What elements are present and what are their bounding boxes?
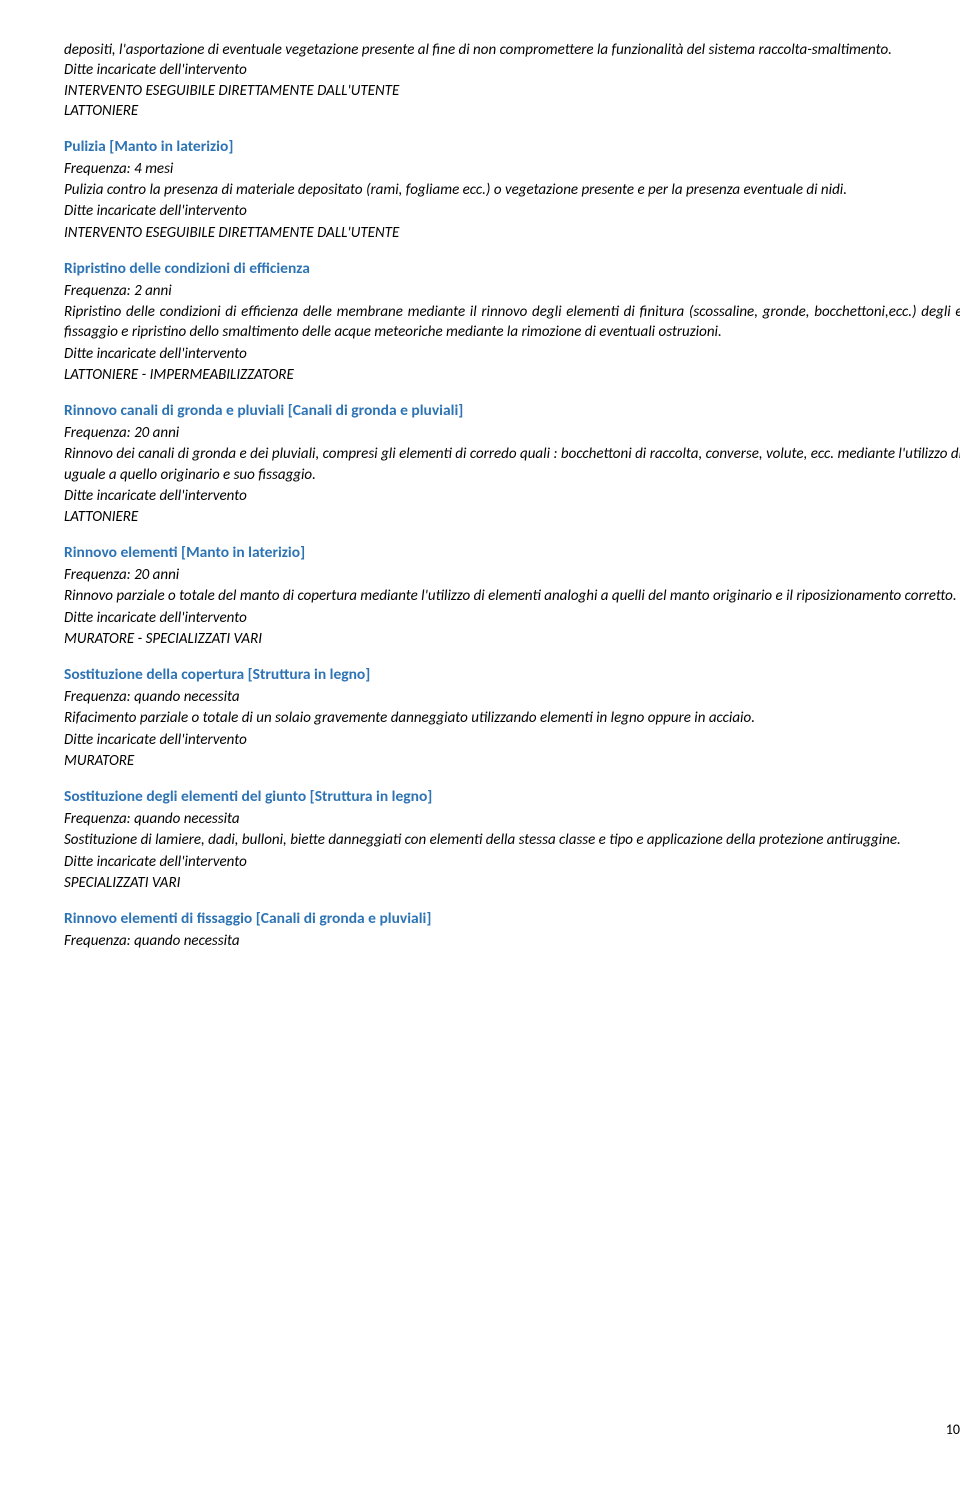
ditte-label: Ditte incaricate dell'intervento xyxy=(64,608,960,628)
ditte-value: LATTONIERE xyxy=(64,101,960,121)
section-frequency: Frequenza: quando necessita xyxy=(64,687,960,707)
ditte-label: Ditte incaricate dell'intervento xyxy=(64,486,960,506)
section-description: Pulizia contro la presenza di materiale … xyxy=(64,180,960,200)
top-paragraph: depositi, l'asportazione di eventuale ve… xyxy=(64,40,960,60)
ditte-value: LATTONIERE - IMPERMEABILIZZATORE xyxy=(64,365,960,385)
section-frequency: Frequenza: 20 anni xyxy=(64,423,960,443)
section-description: Rifacimento parziale o totale di un sola… xyxy=(64,708,960,728)
section-title: Pulizia [Manto in laterizio] xyxy=(64,137,960,158)
ditte-label: Ditte incaricate dell'intervento xyxy=(64,852,960,872)
section-title: Ripristino delle condizioni di efficienz… xyxy=(64,259,960,280)
intervento-line: INTERVENTO ESEGUIBILE DIRETTAMENTE DALL'… xyxy=(64,81,960,101)
section-frequency: Frequenza: 20 anni xyxy=(64,565,960,585)
section-title: Rinnovo canali di gronda e pluviali [Can… xyxy=(64,401,960,422)
section-frequency: Frequenza: 4 mesi xyxy=(64,159,960,179)
ditte-label: Ditte incaricate dell'intervento xyxy=(64,60,960,80)
ditte-label: Ditte incaricate dell'intervento xyxy=(64,344,960,364)
ditte-value: MURATORE xyxy=(64,751,960,771)
ditte-label: Ditte incaricate dell'intervento xyxy=(64,201,960,221)
section-title: Sostituzione della copertura [Struttura … xyxy=(64,665,960,686)
section-description: Ripristino delle condizioni di efficienz… xyxy=(64,302,960,343)
section-frequency: Frequenza: quando necessita xyxy=(64,931,960,951)
ditte-value: LATTONIERE xyxy=(64,507,960,527)
ditte-value: SPECIALIZZATI VARI xyxy=(64,873,960,893)
section-title: Sostituzione degli elementi del giunto [… xyxy=(64,787,960,808)
section-description: Sostituzione di lamiere, dadi, bulloni, … xyxy=(64,830,960,850)
section-title: Rinnovo elementi [Manto in laterizio] xyxy=(64,543,960,564)
document-body: depositi, l'asportazione di eventuale ve… xyxy=(64,40,960,951)
section-description: Rinnovo dei canali di gronda e dei pluvi… xyxy=(64,444,960,485)
ditte-label: Ditte incaricate dell'intervento xyxy=(64,730,960,750)
section-title: Rinnovo elementi di fissaggio [Canali di… xyxy=(64,909,960,930)
ditte-value: MURATORE - SPECIALIZZATI VARI xyxy=(64,629,960,649)
section-description: Rinnovo parziale o totale del manto di c… xyxy=(64,586,960,606)
section-frequency: Frequenza: quando necessita xyxy=(64,809,960,829)
section-frequency: Frequenza: 2 anni xyxy=(64,281,960,301)
page-number: 10 xyxy=(946,1421,960,1440)
ditte-value: INTERVENTO ESEGUIBILE DIRETTAMENTE DALL'… xyxy=(64,223,960,243)
